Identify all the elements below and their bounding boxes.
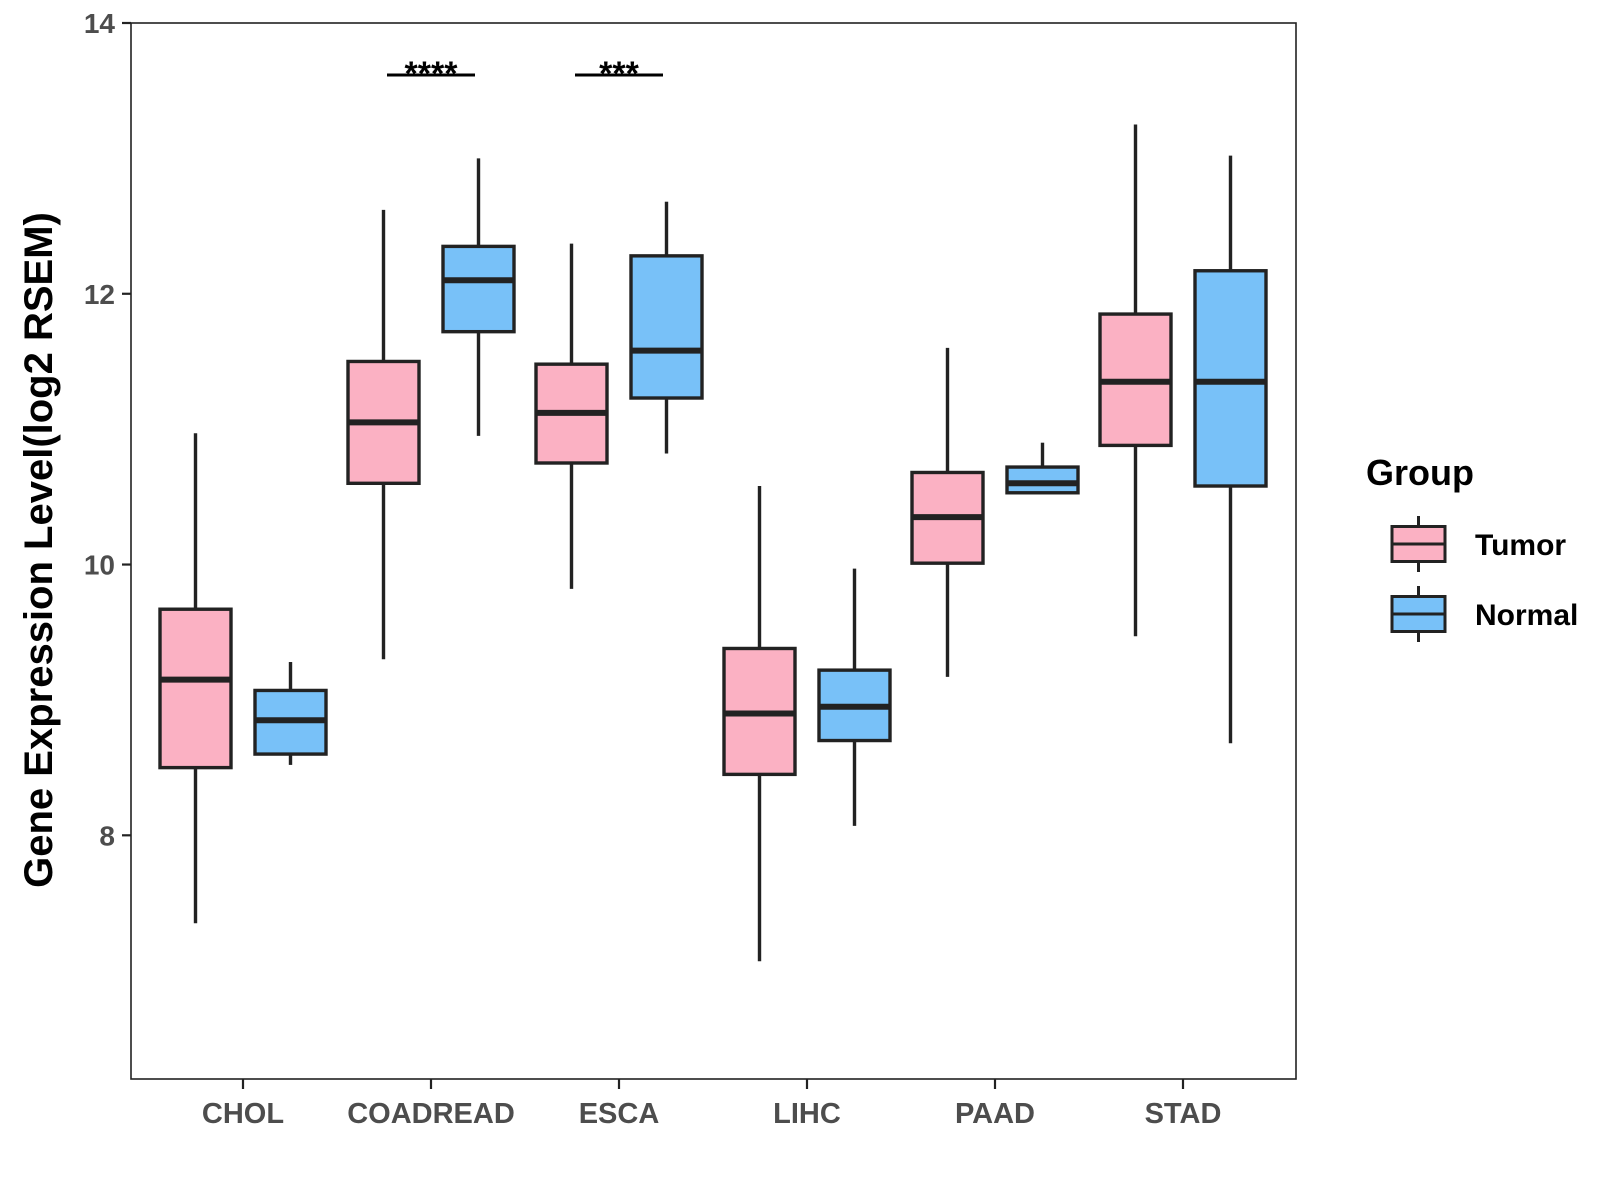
significance-label: **** — [405, 55, 459, 93]
box-normal-esca — [629, 201, 704, 454]
box-tumor-chol — [158, 433, 233, 924]
x-tick-label: PAAD — [955, 1098, 1035, 1130]
box-iqr — [441, 244, 516, 334]
box-normal-chol — [253, 662, 328, 765]
legend-item-normal: Normal — [1390, 586, 1578, 642]
y-tick-label: 14 — [84, 8, 116, 39]
box-tumor-stad — [1098, 124, 1173, 637]
box-normal-lihc — [817, 568, 892, 826]
x-tick-label: LIHC — [773, 1098, 841, 1130]
box-normal-coadread — [441, 158, 516, 436]
y-axis: 8 10 12 14 — [84, 8, 131, 851]
box-normal-stad — [1193, 155, 1268, 744]
box-iqr — [1005, 465, 1080, 495]
box-iqr — [1193, 269, 1268, 488]
box-normal-paad — [1005, 442, 1080, 495]
y-axis-label: Gene Expression Level(log2 RSEM) — [17, 212, 61, 888]
legend: Group Tumor Normal — [1366, 452, 1578, 642]
legend-label: Normal — [1475, 599, 1578, 632]
y-tick-label: 10 — [84, 550, 115, 581]
plot-panel-border — [130, 22, 1297, 1080]
x-tick-label: STAD — [1145, 1098, 1222, 1130]
legend-title: Group — [1366, 452, 1474, 493]
box-tumor-coadread — [346, 209, 421, 660]
significance-label: *** — [599, 55, 639, 93]
box-iqr — [158, 607, 233, 770]
x-tick-label: ESCA — [579, 1098, 660, 1130]
box-tumor-esca — [534, 243, 609, 589]
legend-label: Tumor — [1475, 529, 1566, 562]
y-tick-label: 8 — [99, 820, 115, 851]
box-series — [158, 124, 1268, 962]
box-iqr — [629, 254, 704, 400]
legend-item-tumor: Tumor — [1390, 516, 1566, 572]
y-tick-label: 12 — [84, 279, 115, 310]
x-tick-label: COADREAD — [347, 1098, 515, 1130]
box-tumor-paad — [910, 347, 985, 677]
significance-annotations: **** *** — [387, 55, 663, 93]
x-tick-label: CHOL — [202, 1098, 284, 1130]
box-tumor-lihc — [722, 486, 797, 962]
x-axis: CHOL COADREAD ESCA LIHC PAAD STAD — [202, 1079, 1221, 1130]
